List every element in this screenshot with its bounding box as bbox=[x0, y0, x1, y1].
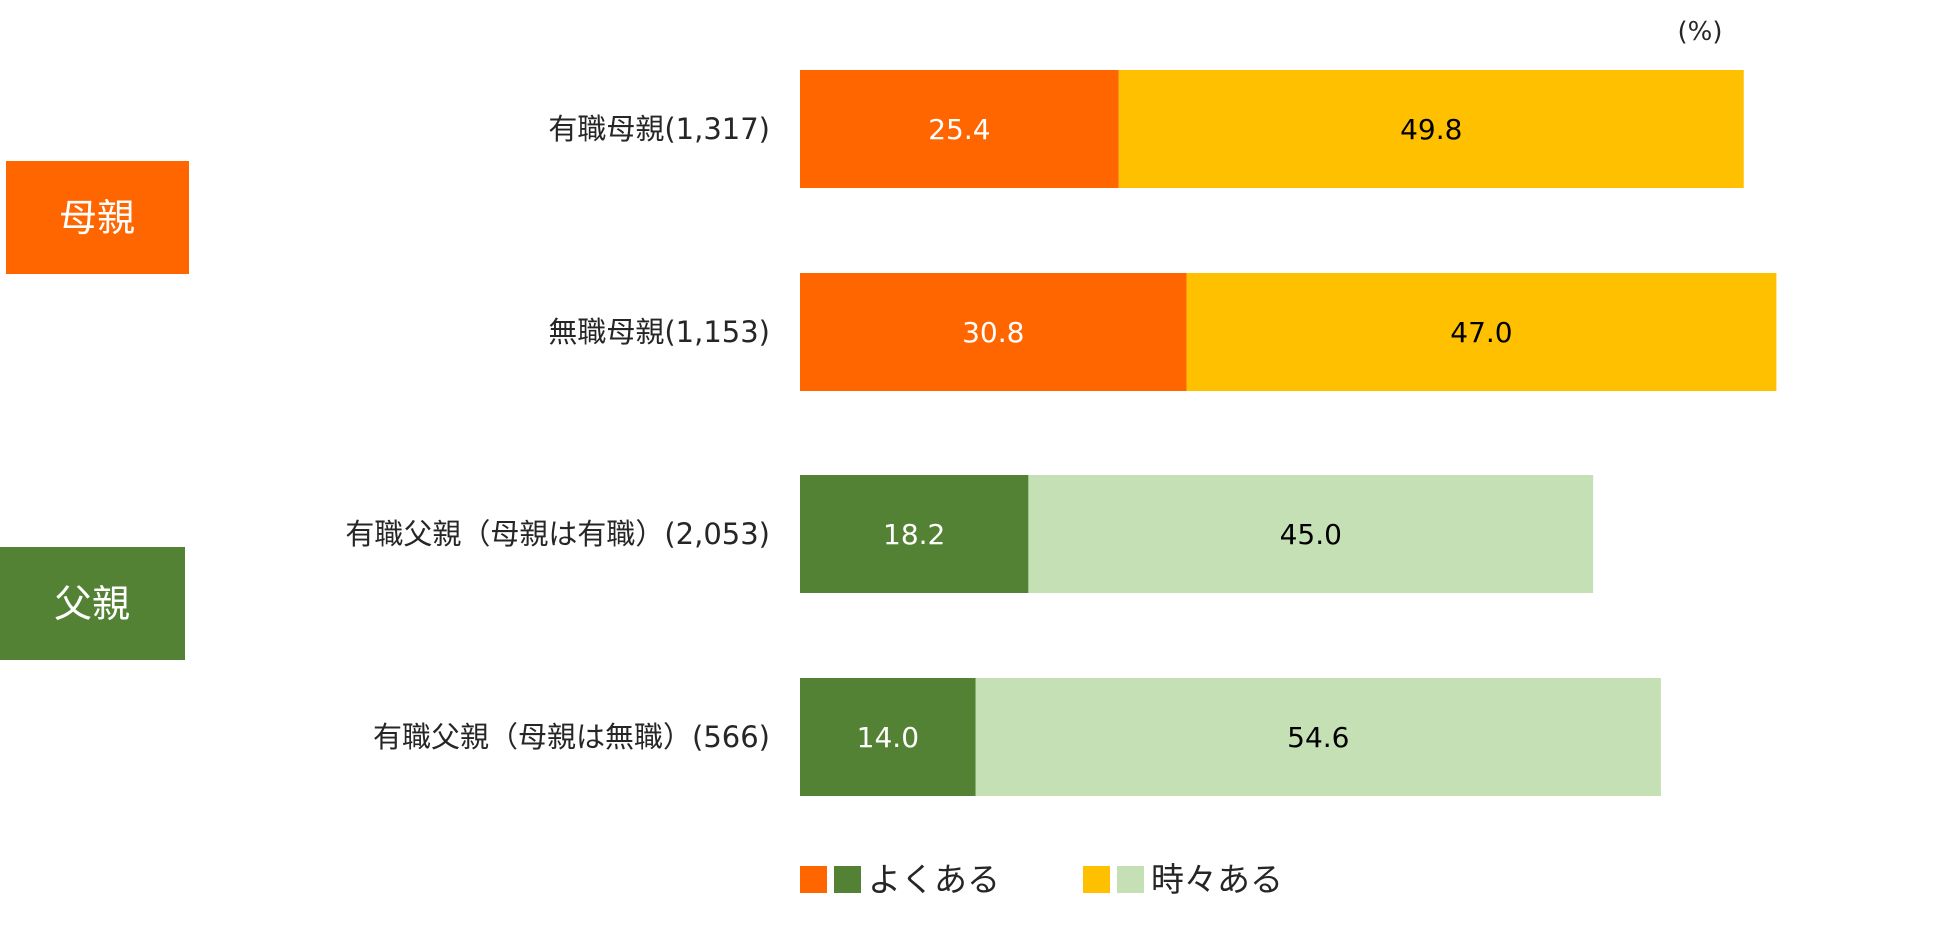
bar-segment bbox=[800, 475, 1029, 593]
data-label: 45.0 bbox=[1280, 518, 1342, 551]
bar-segment bbox=[1186, 273, 1777, 391]
bar-segment bbox=[1028, 475, 1594, 593]
legend-label: よくある bbox=[868, 860, 1000, 899]
legend-swatch bbox=[1083, 866, 1110, 893]
bar-segment bbox=[800, 70, 1119, 188]
bar-segment bbox=[800, 678, 976, 796]
category-label: 有職母親(1,317) bbox=[548, 112, 770, 146]
legend-swatch bbox=[1117, 866, 1144, 893]
data-label: 14.0 bbox=[857, 721, 919, 754]
group-badge-father bbox=[0, 547, 185, 660]
data-label: 30.8 bbox=[962, 316, 1024, 349]
data-label: 18.2 bbox=[883, 518, 945, 551]
legend-swatch bbox=[800, 866, 827, 893]
data-label: 49.8 bbox=[1400, 113, 1462, 146]
data-label: 54.6 bbox=[1287, 721, 1349, 754]
category-label: 有職父親（母親は有職）(2,053) bbox=[345, 517, 770, 551]
group-badge-mother bbox=[6, 161, 189, 274]
legend-label: 時々ある bbox=[1151, 860, 1283, 899]
unit-label: (%) bbox=[1678, 17, 1723, 47]
category-label: 無職母親(1,153) bbox=[548, 315, 770, 349]
data-label: 47.0 bbox=[1450, 316, 1512, 349]
group-label-father: 父親 bbox=[54, 582, 130, 626]
bar-segment bbox=[1118, 70, 1744, 188]
legend-swatch bbox=[834, 866, 861, 893]
bar-segment bbox=[975, 678, 1661, 796]
bar-segment bbox=[800, 273, 1187, 391]
group-label-mother: 母親 bbox=[59, 196, 135, 240]
category-label: 有職父親（母親は無職）(566) bbox=[373, 720, 770, 754]
data-label: 25.4 bbox=[928, 113, 990, 146]
